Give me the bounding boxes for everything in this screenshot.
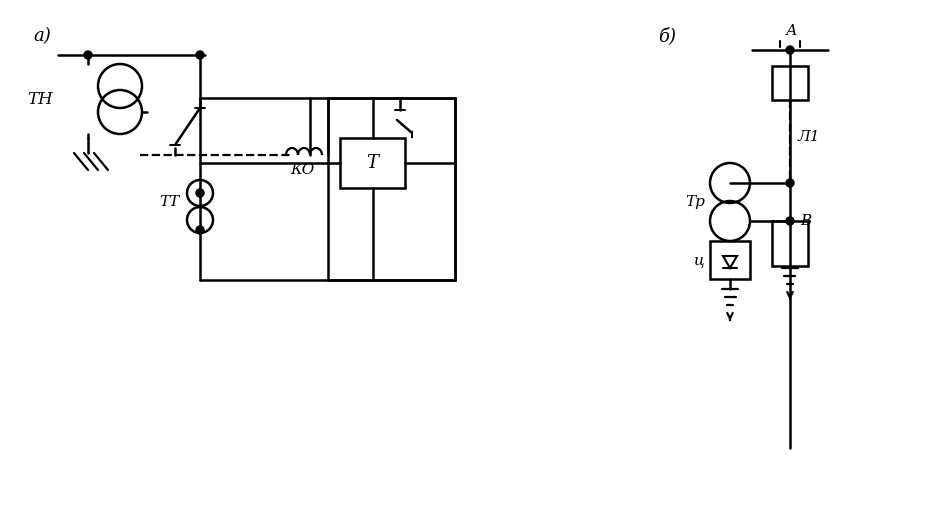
Bar	[710, 241, 750, 279]
Text: А: А	[786, 24, 797, 38]
Text: В: В	[800, 214, 812, 228]
Bar	[772, 66, 808, 100]
Text: Тр: Тр	[685, 195, 705, 209]
Text: б): б)	[658, 27, 676, 45]
Circle shape	[786, 217, 794, 225]
Text: ц: ц	[694, 253, 705, 267]
Circle shape	[84, 51, 92, 59]
Circle shape	[786, 179, 794, 187]
Circle shape	[786, 46, 794, 54]
Bar	[328, 98, 455, 280]
Text: ТН: ТН	[27, 90, 53, 108]
Text: КО: КО	[290, 163, 314, 177]
Bar	[340, 138, 405, 188]
Text: а): а)	[33, 27, 51, 45]
Bar	[772, 221, 808, 266]
Circle shape	[196, 189, 204, 197]
Circle shape	[196, 226, 204, 234]
Text: Т: Т	[366, 154, 379, 172]
Text: Л1: Л1	[798, 130, 820, 144]
Text: ТТ: ТТ	[160, 195, 180, 209]
Circle shape	[196, 51, 204, 59]
